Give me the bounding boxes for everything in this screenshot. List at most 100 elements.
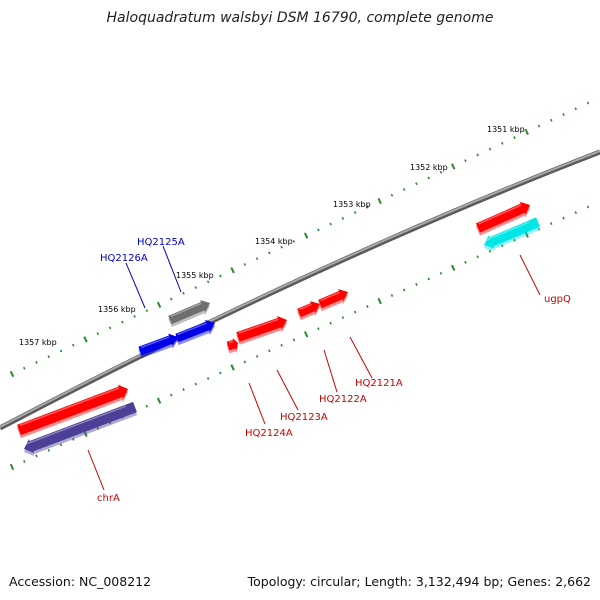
scale-tick-inner xyxy=(377,297,382,305)
scale-tick-outer xyxy=(83,336,88,343)
scale-tick-outer xyxy=(9,370,15,378)
gene-arrow-unnamed-2[interactable] xyxy=(138,333,178,359)
scale-tick-inner xyxy=(303,331,309,338)
scale-tick-outer xyxy=(47,355,51,359)
gene-arrow-unnamed-3[interactable] xyxy=(17,384,129,439)
accession-label: Accession: NC_008212 xyxy=(9,574,151,589)
scale-tick-outer xyxy=(574,107,577,111)
scale-tick-inner xyxy=(488,249,492,253)
kbp-label-1351: 1351 kbp xyxy=(487,125,525,134)
scale-tick-outer xyxy=(108,326,112,330)
scale-tick-inner xyxy=(353,310,357,314)
gene-label-HQ2124A[interactable]: HQ2124A xyxy=(245,428,293,439)
scale-tick-inner xyxy=(500,244,504,248)
scale-tick-inner xyxy=(96,426,100,430)
scale-tick-outer xyxy=(353,211,357,214)
gene-arrow-HQ2121A[interactable] xyxy=(318,289,348,312)
scale-tick-inner xyxy=(537,227,541,231)
gene-arrow-HQ2124A[interactable] xyxy=(226,337,238,354)
scale-tick-inner xyxy=(194,382,198,386)
gene-label-HQ2123A[interactable]: HQ2123A xyxy=(280,412,328,423)
inner-scale-ticks xyxy=(9,205,590,471)
scale-tick-inner xyxy=(451,264,456,271)
scale-tick-inner xyxy=(243,360,247,364)
scale-tick-inner xyxy=(23,460,26,463)
scale-tick-inner xyxy=(182,388,185,391)
scale-tick-inner xyxy=(476,255,479,259)
gene-arrow-HQ2123A[interactable] xyxy=(236,316,287,345)
scale-tick-outer xyxy=(133,314,136,318)
scale-tick-outer xyxy=(562,113,565,116)
scale-tick-inner xyxy=(317,327,320,331)
scale-tick-inner xyxy=(170,393,173,397)
scale-tick-inner xyxy=(366,305,369,308)
scale-tick-outer xyxy=(156,301,162,308)
scale-tick-outer xyxy=(464,159,467,163)
gene-labels: ugpQ HQ2121A HQ2122A HQ2123A HQ2124A chr… xyxy=(97,237,571,504)
scale-tick-inner xyxy=(524,231,529,238)
gene-arrow-HQ2122A[interactable] xyxy=(297,301,320,321)
scale-tick-inner xyxy=(230,364,235,371)
scale-tick-outer xyxy=(537,124,541,128)
scale-tick-inner xyxy=(280,343,283,347)
scale-tick-inner xyxy=(268,349,271,353)
gene-label-HQ2125A[interactable]: HQ2125A xyxy=(137,237,185,248)
scale-tick-outer xyxy=(366,205,369,209)
scale-tick-inner xyxy=(255,354,259,358)
gene-label-ugpQ[interactable]: ugpQ xyxy=(544,294,571,305)
scale-tick-inner xyxy=(292,338,296,342)
scale-tick-outer xyxy=(586,101,590,105)
scale-tick-outer xyxy=(96,332,100,336)
scale-tick-outer xyxy=(35,361,38,364)
scale-tick-outer xyxy=(451,163,456,170)
scale-tick-outer xyxy=(194,286,198,289)
scale-tick-outer xyxy=(415,182,418,186)
scale-tick-outer xyxy=(439,170,443,174)
scale-tick-outer xyxy=(145,309,149,313)
scale-tick-outer xyxy=(317,228,320,232)
gene-arrow-ugpQ[interactable] xyxy=(484,217,540,252)
scale-tick-outer xyxy=(243,263,247,266)
scale-tick-inner xyxy=(439,271,443,275)
scale-tick-outer xyxy=(303,232,309,239)
scale-tick-outer xyxy=(121,320,124,324)
gene-arrow-chrA[interactable] xyxy=(24,401,137,457)
scale-tick-inner xyxy=(47,448,50,452)
gene-label-chrA[interactable]: chrA xyxy=(97,493,120,504)
scale-tick-inner xyxy=(329,321,332,325)
scale-tick-inner xyxy=(464,260,467,264)
gene-arrow-HQ2125A[interactable] xyxy=(168,300,210,328)
scale-tick-outer xyxy=(230,267,235,274)
scale-tick-inner xyxy=(59,443,63,447)
scale-tick-inner xyxy=(9,463,15,471)
kbp-label-1354: 1354 kbp xyxy=(255,237,293,246)
scale-tick-outer xyxy=(72,343,75,347)
kbp-label-1352: 1352 kbp xyxy=(410,163,448,172)
scale-tick-outer xyxy=(255,257,259,261)
scale-tick-outer xyxy=(377,197,382,205)
scale-tick-outer xyxy=(292,239,296,243)
scale-tick-inner xyxy=(72,437,75,441)
gene-arrow-HQ2126A[interactable] xyxy=(175,319,215,346)
scale-tick-outer xyxy=(182,291,185,295)
kbp-label-1356: 1356 kbp xyxy=(98,305,136,314)
scale-tick-inner xyxy=(390,294,394,297)
gene-label-HQ2121A[interactable]: HQ2121A xyxy=(355,378,403,389)
kbp-label-1353: 1353 kbp xyxy=(333,200,371,209)
scale-tick-outer xyxy=(206,280,210,284)
scale-tick-inner xyxy=(415,283,418,286)
scale-tick-inner xyxy=(35,454,38,458)
scale-tick-inner xyxy=(574,211,577,214)
kbp-label-1357: 1357 kbp xyxy=(19,338,57,347)
topology-label: Topology: circular; Length: 3,132,494 bp… xyxy=(247,574,591,589)
scale-tick-inner xyxy=(341,316,345,320)
scale-tick-outer xyxy=(524,128,529,135)
scale-tick-outer xyxy=(390,193,394,197)
scale-tick-inner xyxy=(586,205,590,209)
gene-label-connectors xyxy=(87,245,541,491)
gene-label-HQ2126A[interactable]: HQ2126A xyxy=(100,253,148,264)
gene-arrow-unnamed-1[interactable] xyxy=(475,201,530,236)
scale-tick-inner xyxy=(145,404,149,408)
scale-tick-inner xyxy=(83,430,88,437)
gene-label-HQ2122A[interactable]: HQ2122A xyxy=(319,394,367,405)
